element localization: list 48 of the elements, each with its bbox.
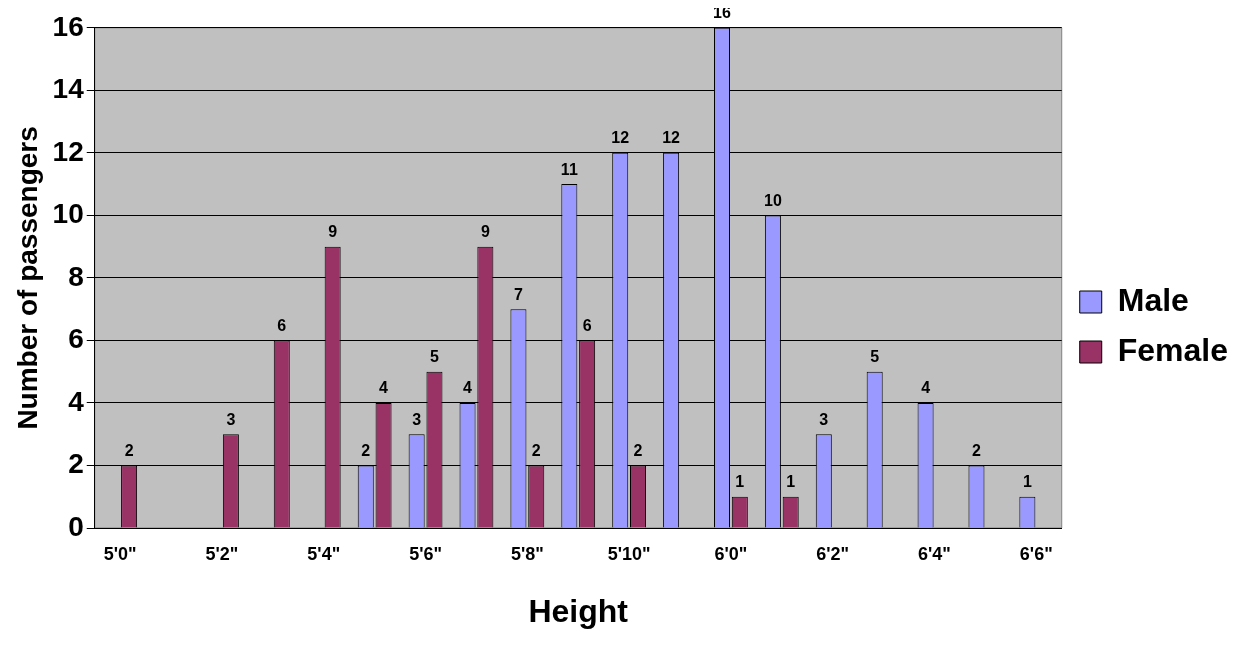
x-tick-label: 6'2" (816, 543, 850, 564)
legend-label: Male (1117, 281, 1189, 318)
y-tick-label: 12 (52, 135, 84, 167)
y-tick-label: 0 (68, 510, 84, 542)
x-tick-label: 5'2" (205, 543, 239, 564)
data-label: 4 (921, 379, 931, 397)
y-tick-label: 8 (68, 260, 84, 292)
data-label: 2 (361, 441, 371, 459)
x-tick-label: 6'0" (714, 543, 748, 564)
x-tick-label: 5'0" (103, 543, 137, 564)
data-label: 9 (328, 223, 338, 241)
y-tick-label: 6 (68, 323, 84, 355)
data-label: 6 (582, 316, 592, 334)
y-axis-title: Number of passengers (11, 126, 43, 430)
y-tick-label: 14 (52, 73, 85, 105)
data-label: 10 (764, 191, 782, 209)
data-label: 6 (277, 316, 287, 334)
x-tick-label: 6'6" (1019, 543, 1053, 564)
x-axis-title: Height (528, 592, 629, 629)
data-label: 9 (480, 223, 490, 241)
data-label: 3 (412, 410, 422, 428)
data-label: 2 (633, 441, 643, 459)
x-tick-label: 5'8" (510, 543, 544, 564)
y-tick-label: 16 (52, 10, 84, 42)
data-label: 3 (819, 410, 829, 428)
data-label: 5 (870, 348, 880, 366)
y-tick-label: 2 (68, 448, 84, 480)
data-label: 3 (226, 410, 236, 428)
data-label: 2 (124, 441, 134, 459)
data-label: 5 (430, 348, 439, 366)
data-label: 7 (513, 285, 523, 303)
legend-label: Female (1117, 331, 1228, 368)
data-label: 1 (786, 473, 796, 491)
x-tick-label: 5'4" (307, 543, 341, 564)
x-tick-label: 6'4" (918, 543, 951, 564)
data-label: 2 (972, 441, 982, 459)
data-label: 12 (611, 129, 630, 147)
data-label: 2 (531, 441, 541, 459)
data-label: 1 (1022, 473, 1032, 491)
data-label: 11 (560, 160, 578, 178)
data-label: 4 (463, 379, 473, 397)
data-label: 1 (735, 473, 745, 491)
y-tick-label: 10 (52, 198, 84, 230)
y-tick-label: 4 (68, 385, 85, 417)
data-label: 12 (662, 129, 681, 147)
x-tick-label: 5'6" (409, 543, 442, 564)
data-label: 4 (379, 379, 389, 397)
x-tick-label: 5'10" (607, 543, 651, 564)
